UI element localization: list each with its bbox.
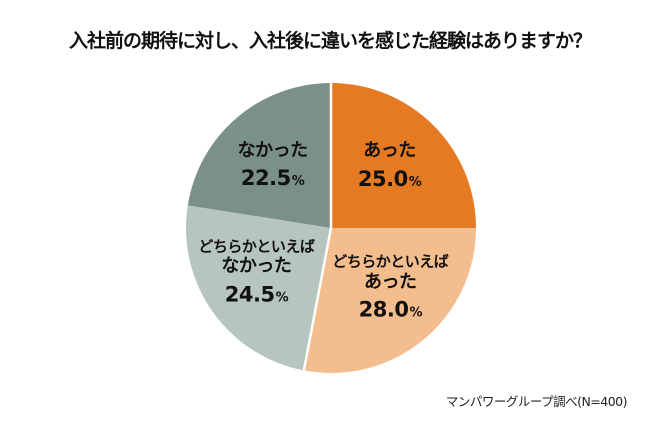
group-divider-line	[302, 227, 333, 371]
slice-label-1: あった 25.0%	[357, 140, 422, 192]
pie-slice-4	[187, 83, 331, 228]
slice-label-text: どちらかといえば	[198, 237, 315, 256]
slice-percent-value: 25.0	[357, 167, 408, 192]
slice-percent: 24.5%	[198, 284, 314, 305]
slice-label-text: あった	[363, 140, 416, 162]
slice-label-text: どちらかといえば	[332, 252, 449, 271]
pie-slice-1	[331, 83, 476, 228]
slice-percent: 28.0%	[332, 297, 448, 322]
chart-title: 入社前の期待に対し、入社後に違いを感じた経験はありますか？	[68, 30, 592, 52]
slice-label-text: あった	[364, 271, 417, 293]
source-note: マンパワーグループ調べ(N=400)	[445, 394, 628, 409]
pie-slice-3	[186, 205, 331, 371]
percent-sign: %	[291, 174, 305, 190]
slice-percent: 25.0%	[357, 167, 422, 192]
percent-sign: %	[409, 305, 422, 321]
slice-label-4: なかった 22.5%	[237, 139, 309, 190]
slice-percent-value: 22.5	[240, 166, 291, 191]
slice-label-2: どちらかといえば あった 28.0%	[332, 252, 449, 322]
pie-slice-2	[303, 228, 476, 373]
slice-label-text: なかった	[237, 139, 309, 161]
slice-percent-value: 24.5	[224, 282, 275, 307]
slice-percent: 22.5%	[238, 168, 308, 189]
slice-label-3: どちらかといえば なかった 24.5%	[198, 237, 315, 305]
percent-sign: %	[408, 175, 422, 191]
slice-percent-value: 28.0	[358, 297, 409, 322]
slice-label-text: なかった	[221, 255, 292, 277]
percent-sign: %	[275, 290, 289, 306]
